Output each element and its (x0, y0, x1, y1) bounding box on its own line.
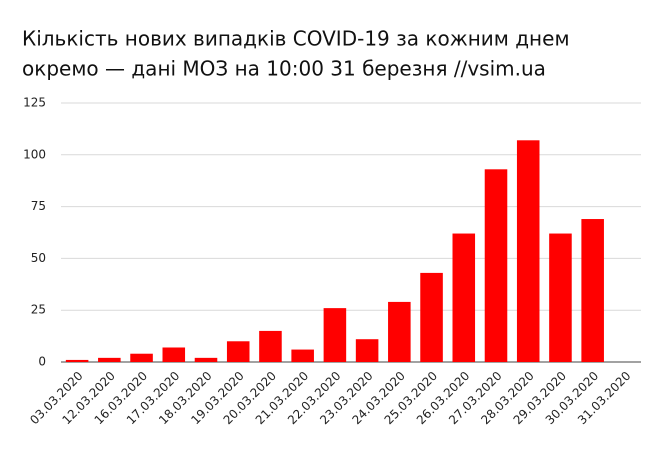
bar (420, 272, 443, 362)
bar (323, 308, 347, 362)
y-tick-label: 75 (31, 199, 46, 213)
bar (452, 233, 476, 362)
chart-title: Кількість нових випадків COVID-19 за кож… (22, 27, 570, 51)
bar (516, 140, 540, 362)
bar (98, 357, 121, 362)
y-tick-label: 0 (38, 355, 46, 369)
bar (226, 341, 250, 362)
y-tick-label: 50 (31, 251, 46, 265)
bar (194, 357, 218, 362)
bar (259, 330, 282, 362)
bar (162, 347, 186, 362)
bar (581, 219, 604, 362)
y-tick-label: 125 (23, 96, 46, 110)
bar (130, 353, 153, 362)
bar (291, 349, 314, 362)
chart-title: окремо — дані МОЗ на 10:00 31 березня //… (22, 57, 546, 81)
bar (388, 301, 411, 362)
bar (65, 359, 89, 362)
bar (549, 233, 572, 362)
bar (484, 169, 508, 362)
bar (355, 339, 379, 362)
y-tick-label: 25 (31, 303, 46, 317)
y-tick-label: 100 (23, 147, 46, 161)
